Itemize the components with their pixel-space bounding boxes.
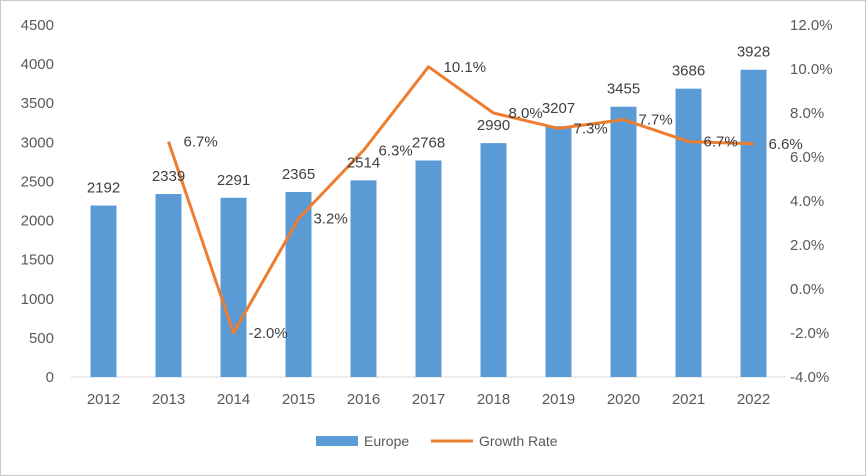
growth-rate-data-label: 3.2%	[314, 211, 348, 228]
right-axis-tick-label: 4.0%	[790, 193, 824, 210]
growth-rate-data-label: 10.1%	[444, 59, 487, 76]
x-axis-tick-label: 2012	[87, 391, 120, 408]
growth-rate-data-label: -2.0%	[249, 325, 288, 342]
bar-data-label: 3686	[672, 63, 705, 80]
bar-data-label: 2291	[217, 172, 250, 189]
left-axis-tick-label: 2500	[21, 173, 54, 190]
x-axis-tick-label: 2021	[672, 391, 705, 408]
growth-rate-data-label: 8.0%	[509, 105, 543, 122]
legend-europe-label: Europe	[364, 433, 409, 449]
bar-data-label: 2990	[477, 117, 510, 134]
left-axis-tick-label: 2000	[21, 213, 54, 230]
x-axis-tick-label: 2017	[412, 391, 445, 408]
left-axis-tick-label: 3000	[21, 134, 54, 151]
bar-2017	[415, 160, 442, 377]
bar-2021	[675, 88, 702, 378]
legend-growth-rate-label: Growth Rate	[479, 433, 558, 449]
bar-2019	[545, 126, 572, 378]
bar-data-label: 3455	[607, 81, 640, 98]
growth-rate-data-label: 6.6%	[769, 136, 803, 153]
x-axis-tick-label: 2022	[737, 391, 770, 408]
x-axis-tick-label: 2020	[607, 391, 640, 408]
left-axis-tick-label: 500	[29, 330, 54, 347]
left-axis-tick-label: 1500	[21, 252, 54, 269]
right-axis-tick-label: 2.0%	[790, 237, 824, 254]
left-axis-tick-label: 1000	[21, 291, 54, 308]
right-axis-tick-label: -4.0%	[790, 369, 829, 386]
left-axis-tick-label: 3500	[21, 95, 54, 112]
growth-rate-data-label: 6.3%	[379, 142, 413, 159]
bar-2018	[480, 143, 507, 377]
bar-data-label: 2365	[282, 166, 315, 183]
growth-rate-data-label: 7.7%	[639, 112, 673, 129]
bar-data-label: 2192	[87, 180, 120, 197]
bar-2012	[90, 205, 117, 377]
left-axis-tick-label: 4000	[21, 56, 54, 73]
bar-2015	[285, 192, 312, 377]
bar-data-label: 2768	[412, 134, 445, 151]
right-axis-tick-label: 6.0%	[790, 149, 824, 166]
bar-2022	[740, 69, 767, 378]
right-axis-tick-label: 10.0%	[790, 61, 833, 78]
growth-rate-data-label: 6.7%	[704, 134, 738, 151]
bar-data-label: 2339	[152, 168, 185, 185]
x-axis-tick-label: 2013	[152, 391, 185, 408]
bar-data-label: 3207	[542, 100, 575, 117]
x-axis-tick-label: 2016	[347, 391, 380, 408]
bar-2016	[350, 180, 377, 377]
x-axis-tick-label: 2019	[542, 391, 575, 408]
growth-rate-line	[167, 65, 754, 335]
growth-rate-data-label: 6.7%	[184, 134, 218, 151]
right-axis-tick-label: 0.0%	[790, 281, 824, 298]
right-axis-tick-label: 8.0%	[790, 105, 824, 122]
x-axis-tick-label: 2018	[477, 391, 510, 408]
left-axis-tick-label: 0	[46, 369, 54, 386]
left-axis-tick-label: 4500	[21, 17, 54, 34]
right-axis-tick-label: 12.0%	[790, 17, 833, 34]
x-axis-tick-label: 2015	[282, 391, 315, 408]
x-axis-tick-label: 2014	[217, 391, 250, 408]
bar-2020	[610, 106, 637, 378]
bar-data-label: 2514	[347, 154, 380, 171]
bar-2014	[220, 197, 247, 377]
bar-2013	[155, 194, 182, 377]
right-axis-tick-label: -2.0%	[790, 325, 829, 342]
bar-data-label: 3928	[737, 44, 770, 61]
legend-europe-swatch	[316, 436, 358, 446]
growth-rate-data-label: 7.3%	[574, 120, 608, 137]
